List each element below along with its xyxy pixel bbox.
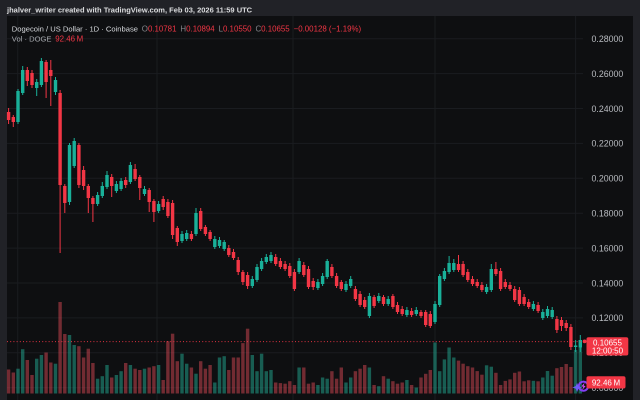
svg-text:12:00:50: 12:00:50 bbox=[592, 346, 624, 355]
svg-text:Dogecoin / US Dollar · 1D · Co: Dogecoin / US Dollar · 1D · Coinbase O0.… bbox=[12, 25, 362, 34]
svg-text:0.22000: 0.22000 bbox=[592, 139, 624, 149]
svg-text:0.14000: 0.14000 bbox=[592, 278, 624, 288]
svg-text:0.12000: 0.12000 bbox=[592, 313, 624, 323]
svg-text:0.24000: 0.24000 bbox=[592, 104, 624, 114]
svg-text:0.26000: 0.26000 bbox=[592, 69, 624, 79]
svg-text:Vol · DOGE 92.46 M: Vol · DOGE 92.46 M bbox=[12, 35, 83, 44]
svg-text:0.16000: 0.16000 bbox=[592, 243, 624, 253]
svg-text:jhalver_writer created with Tr: jhalver_writer created with TradingView.… bbox=[6, 6, 253, 15]
svg-text:0.18000: 0.18000 bbox=[592, 209, 624, 219]
svg-text:0.20000: 0.20000 bbox=[592, 174, 624, 184]
svg-text:0.10655: 0.10655 bbox=[593, 338, 622, 347]
svg-text:0.28000: 0.28000 bbox=[592, 34, 624, 44]
svg-text:92.46 M: 92.46 M bbox=[592, 378, 621, 387]
